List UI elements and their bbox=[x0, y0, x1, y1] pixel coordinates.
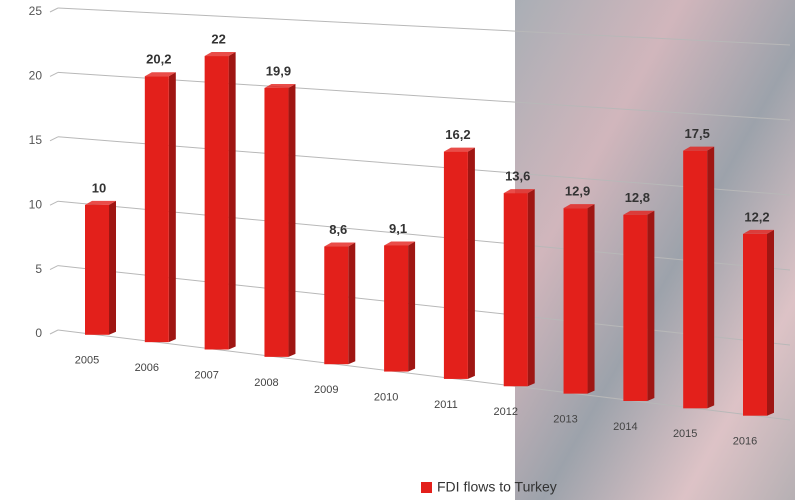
bar-side bbox=[707, 146, 715, 409]
value-label: 10 bbox=[92, 180, 106, 195]
value-label: 20,2 bbox=[146, 52, 171, 67]
bar bbox=[443, 151, 468, 379]
tick-mark bbox=[49, 7, 59, 13]
bar bbox=[144, 76, 169, 343]
grid-line bbox=[57, 136, 791, 196]
bar bbox=[384, 245, 409, 372]
bar bbox=[204, 56, 229, 350]
value-label: 22 bbox=[211, 31, 225, 46]
x-tick-label: 2005 bbox=[75, 355, 99, 367]
bar-side bbox=[767, 229, 774, 416]
value-label: 12,9 bbox=[565, 184, 590, 199]
bar-top bbox=[85, 200, 116, 205]
tick-mark bbox=[49, 329, 59, 335]
value-label: 16,2 bbox=[445, 127, 470, 142]
bar-top bbox=[443, 147, 475, 152]
y-tick-label: 25 bbox=[29, 4, 43, 18]
grid-line bbox=[57, 265, 791, 346]
x-tick-label: 2016 bbox=[733, 436, 757, 448]
grid-line bbox=[57, 329, 791, 421]
y-tick-label: 20 bbox=[29, 69, 43, 83]
bar-side bbox=[408, 241, 416, 372]
bar bbox=[503, 193, 528, 387]
value-label: 19,9 bbox=[266, 63, 291, 78]
bar-top bbox=[623, 210, 655, 215]
bar-side bbox=[348, 242, 356, 365]
bar-top bbox=[503, 189, 535, 194]
bar-side bbox=[647, 210, 655, 401]
x-tick-label: 2012 bbox=[493, 406, 517, 418]
y-tick-label: 15 bbox=[29, 133, 43, 147]
bar-side bbox=[109, 200, 116, 335]
grid-line bbox=[57, 7, 791, 46]
bar bbox=[85, 204, 109, 335]
bar bbox=[563, 208, 588, 394]
value-label: 12,8 bbox=[625, 190, 650, 205]
value-label: 8,6 bbox=[329, 222, 347, 237]
bar-side bbox=[527, 189, 535, 387]
bar-side bbox=[288, 83, 296, 357]
x-tick-label: 2007 bbox=[194, 369, 218, 381]
bar bbox=[264, 87, 289, 357]
value-label: 13,6 bbox=[505, 169, 530, 184]
y-tick-label: 0 bbox=[35, 326, 42, 340]
legend-label: FDI flows to Turkey bbox=[437, 479, 557, 495]
y-tick-label: 5 bbox=[35, 262, 42, 276]
bar-top bbox=[264, 83, 296, 88]
bar-top bbox=[743, 229, 774, 234]
bar bbox=[743, 233, 767, 416]
bar-top bbox=[683, 146, 715, 151]
grid-line bbox=[57, 200, 791, 271]
y-tick-label: 10 bbox=[29, 197, 43, 211]
x-tick-label: 2014 bbox=[613, 421, 637, 433]
plot: 0 5 10 15 20 25 10 2005 20,2 2006 22 2007 19,9 2008 8,… bbox=[29, 4, 791, 448]
value-label: 12,2 bbox=[744, 209, 769, 224]
bar-top bbox=[563, 204, 595, 209]
bar-side bbox=[467, 147, 475, 379]
grid-line bbox=[57, 71, 791, 121]
x-tick-label: 2009 bbox=[314, 384, 338, 396]
x-tick-label: 2013 bbox=[553, 414, 577, 426]
bar bbox=[324, 246, 349, 365]
value-label: 9,1 bbox=[389, 221, 407, 236]
tick-mark bbox=[49, 200, 59, 206]
x-tick-label: 2008 bbox=[254, 377, 278, 389]
tick-mark bbox=[49, 136, 59, 142]
bar-top bbox=[204, 52, 236, 57]
bar-side bbox=[168, 72, 176, 343]
x-tick-label: 2010 bbox=[374, 391, 398, 403]
bar bbox=[683, 150, 708, 409]
bar-top bbox=[144, 72, 176, 77]
bar bbox=[623, 214, 648, 401]
x-tick-label: 2011 bbox=[434, 399, 458, 411]
tick-mark bbox=[49, 71, 59, 77]
tick-mark bbox=[49, 265, 59, 271]
bar-top bbox=[384, 241, 416, 246]
value-label: 17,5 bbox=[685, 126, 710, 141]
legend-swatch bbox=[421, 482, 432, 493]
bar-top bbox=[324, 242, 356, 247]
x-tick-label: 2015 bbox=[673, 428, 697, 440]
bar-side bbox=[587, 204, 595, 394]
x-tick-label: 2006 bbox=[135, 362, 159, 374]
bar-side bbox=[228, 52, 236, 350]
